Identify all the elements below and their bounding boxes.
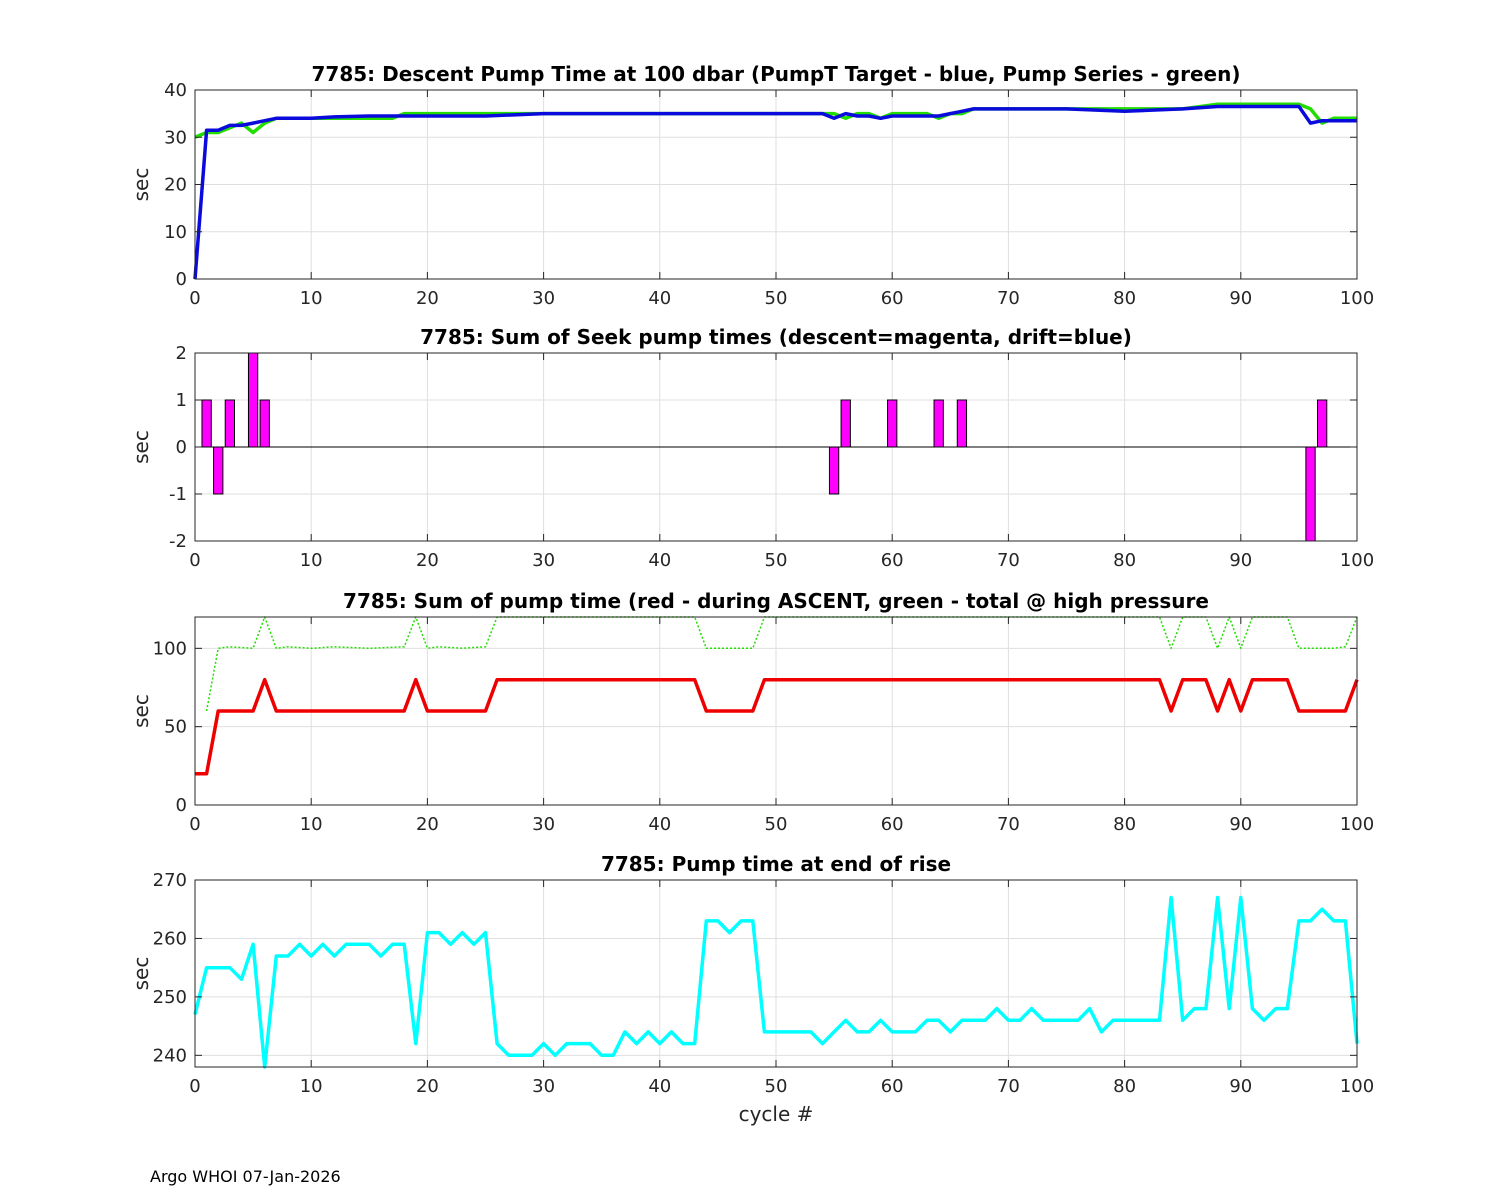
series-line [205,616,1358,712]
x-tick-label: 20 [416,814,439,835]
x-tick-label: 30 [532,288,555,309]
x-tick-label: 40 [648,550,671,571]
x-tick-label: 100 [1340,550,1374,571]
y-tick-label: 0 [176,437,187,458]
x-tick-label: 50 [765,1076,788,1097]
x-tick-label: 90 [1229,1076,1252,1097]
y-tick-label: 40 [164,80,187,101]
y-tick-label: 250 [153,987,187,1008]
x-tick-label: 0 [189,814,200,835]
x-tick-label: 70 [997,288,1020,309]
x-tick-label: 50 [765,550,788,571]
x-tick-label: 0 [189,288,200,309]
x-tick-label: 90 [1229,288,1252,309]
x-tick-label: 10 [300,550,323,571]
x-axis-label: cycle # [739,1102,814,1126]
x-tick-label: 10 [300,1076,323,1097]
x-tick-label: 80 [1113,288,1136,309]
x-tick-label: 60 [881,1076,904,1097]
y-tick-label: 240 [153,1045,187,1066]
y-tick-label: 2 [176,343,187,364]
bar [224,399,236,448]
y-tick-label: 0 [176,795,187,816]
bar [1305,446,1316,542]
x-tick-label: 40 [648,1076,671,1097]
x-tick-label: 50 [765,288,788,309]
y-tick-label: 30 [164,127,187,148]
x-tick-label: 90 [1229,814,1252,835]
x-tick-label: 60 [881,550,904,571]
footer-credit: Argo WHOI 07-Jan-2026 [150,1167,341,1186]
x-tick-label: 70 [997,550,1020,571]
y-tick-label: 100 [153,638,187,659]
panel-title: 7785: Sum of Seek pump times (descent=ma… [420,325,1132,349]
x-tick-label: 0 [189,550,200,571]
y-tick-label: 20 [164,175,187,196]
x-tick-label: 20 [416,1076,439,1097]
y-tick-label: -1 [169,484,187,505]
x-tick-label: 60 [881,814,904,835]
y-tick-label: 1 [176,390,187,411]
x-tick-label: 0 [189,1076,200,1097]
series-line [193,104,1357,280]
x-tick-label: 70 [997,1076,1020,1097]
bar [887,399,898,448]
x-tick-label: 80 [1113,550,1136,571]
bar [956,399,968,448]
x-tick-label: 90 [1229,550,1252,571]
x-tick-label: 10 [300,288,323,309]
x-tick-label: 50 [765,814,788,835]
seek-pump-times-panel: 0 10 20 30 40 50 60 70 80 90 100 -2 -1 0 1 2 7785: Sum o… [129,325,1374,571]
bar [213,446,224,495]
x-tick-label: 40 [648,288,671,309]
panel-title: 7785: Pump time at end of rise [601,852,951,876]
x-tick-label: 100 [1340,814,1374,835]
x-tick-label: 20 [416,288,439,309]
y-tick-label: 10 [164,222,187,243]
y-axis-label: sec [129,957,153,991]
series-line [195,677,1359,776]
x-tick-label: 40 [648,814,671,835]
y-tick-label: -2 [169,531,187,552]
bar [259,399,270,448]
bar [828,446,840,495]
y-axis-label: sec [129,430,153,464]
x-tick-label: 100 [1340,1076,1374,1097]
bar [840,399,851,448]
y-tick-label: 0 [176,269,187,290]
y-tick-label: 260 [153,928,187,949]
panel-title: 7785: Descent Pump Time at 100 dbar (Pum… [312,62,1241,86]
x-tick-label: 80 [1113,1076,1136,1097]
bar [247,352,259,448]
series-line [193,895,1359,1069]
x-tick-label: 30 [532,1076,555,1097]
descent-pump-time-panel: 0 10 20 30 40 50 60 70 80 90 100 0 10 20 30 40 7785: Des… [129,62,1374,309]
panel-title: 7785: Sum of pump time (red - during ASC… [343,589,1209,613]
x-tick-label: 10 [300,814,323,835]
bar [1316,399,1328,448]
y-tick-label: 50 [164,717,187,738]
x-tick-label: 70 [997,814,1020,835]
y-tick-label: 270 [153,870,187,891]
x-tick-label: 100 [1340,288,1374,309]
y-axis-label: sec [129,168,153,202]
end-of-rise-panel: 0 10 20 30 40 50 60 70 80 90 100 240 250 260 270 7785: … [129,852,1374,1126]
bar [933,399,944,448]
sum-pump-time-panel: 0 10 20 30 40 50 60 70 80 90 100 0 50 100 7785: Sum of… [129,589,1374,835]
bar [201,399,212,448]
x-tick-label: 30 [532,814,555,835]
x-tick-label: 80 [1113,814,1136,835]
x-tick-label: 30 [532,550,555,571]
x-tick-label: 60 [881,288,904,309]
y-axis-label: sec [129,694,153,728]
x-tick-label: 20 [416,550,439,571]
